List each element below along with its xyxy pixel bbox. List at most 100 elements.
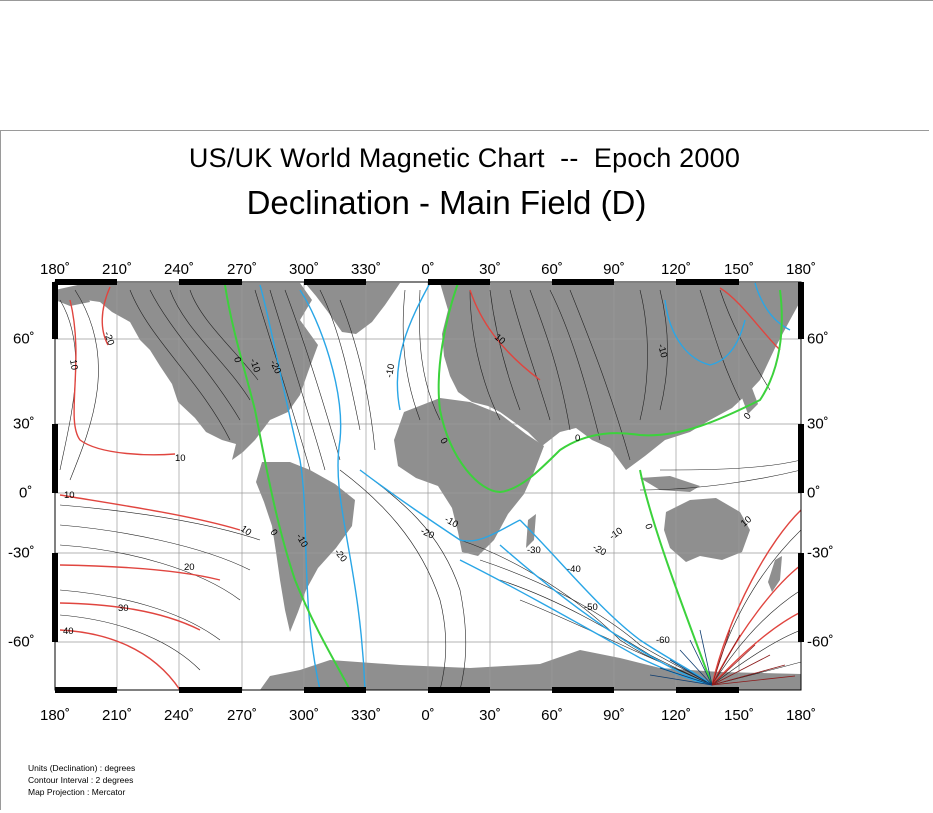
frame-segment [52, 282, 58, 339]
right-lat-label: 30˚ [807, 415, 829, 433]
top-lon-label: 300˚ [288, 261, 320, 278]
minor-contour-line [489, 289, 521, 411]
top-rule [0, 0, 933, 1]
top-lon-label: 90˚ [603, 261, 625, 278]
contour-pos-10-europe [469, 289, 541, 381]
minor-contour-line [549, 289, 601, 441]
zero-line-europe-africa [437, 282, 783, 494]
minor-contour-line [639, 469, 801, 491]
contour-label: -30 [527, 545, 541, 556]
minor-contour-line [339, 299, 376, 451]
bottom-lon-label: 240˚ [163, 707, 195, 724]
greenland-land [305, 283, 400, 334]
contour-neg-10-indian [519, 519, 713, 686]
zero-line-pacific [639, 469, 713, 686]
minor-contour-line [659, 459, 801, 471]
top-lon-label: 240˚ [163, 261, 195, 278]
minor-contour-line [519, 599, 713, 686]
chart-subtitle: Declination - Main Field (D) [246, 184, 647, 221]
contour-neg-10-asia [664, 299, 746, 366]
bottom-lon-label: 150˚ [723, 707, 755, 724]
legend-projection: Map Projection : Mercator [28, 787, 126, 797]
contour-pos-30-australia [711, 611, 801, 686]
right-lat-label: -60˚ [807, 633, 834, 651]
contour-neg-20-atlantic [359, 469, 521, 542]
bottom-lon-label: 330˚ [350, 707, 382, 724]
right-lat-label: -30˚ [807, 544, 834, 562]
pole-contour-line [669, 659, 713, 686]
contour-label: -10 [384, 363, 397, 378]
pole-contour-line [679, 649, 713, 686]
legend-interval: Contour Interval : 2 degrees [28, 775, 134, 785]
contour-label: -60 [656, 635, 670, 646]
zero-contours [224, 282, 783, 690]
contour-label: 0 [437, 436, 449, 446]
contour-pos-10-asia [719, 287, 781, 351]
minor-contour-line [149, 289, 241, 421]
minor-contour-line [59, 589, 221, 641]
frame-segment [676, 279, 739, 285]
bottom-lon-label: 180˚ [785, 707, 817, 724]
minor-contour-line [569, 289, 631, 461]
minor-contour-line [59, 524, 251, 571]
negative-contours [259, 282, 791, 690]
top-lon-label: 330˚ [350, 261, 382, 278]
left-lat-label: -60˚ [8, 633, 35, 651]
right-frame-bar [798, 282, 804, 642]
legend-units: Units (Declination) : degrees [28, 763, 136, 773]
minor-contour-line [59, 504, 261, 541]
chart-frame [0, 130, 929, 810]
contour-label: -50 [584, 602, 598, 613]
zero-line-america [224, 284, 351, 690]
minor-contour-line [711, 629, 801, 686]
pole-convergence-east [711, 629, 796, 686]
legend: Units (Declination) : degrees Contour In… [28, 762, 135, 798]
minor-contour-line [639, 289, 648, 421]
contour-label: 10 [175, 453, 186, 464]
frame-segment [676, 687, 739, 693]
bottom-lon-label: 210˚ [101, 707, 133, 724]
bottom-lon-label: 120˚ [660, 707, 692, 724]
pole-contour-line [659, 667, 713, 686]
top-lon-label: 120˚ [660, 261, 692, 278]
minor-contour-line [129, 289, 231, 441]
new-zealand-land [768, 556, 782, 592]
left-frame-bar [52, 282, 58, 642]
contour-pos-10-west [69, 299, 176, 456]
minor-contour-line [659, 289, 668, 411]
contour-pos-20-south [59, 564, 221, 581]
pole-contour-line [711, 644, 756, 686]
bottom-lon-label: 60˚ [541, 707, 563, 724]
contour-label: -20 [419, 526, 436, 542]
contour-label: 40 [63, 626, 74, 637]
pole-contour-line [699, 629, 713, 686]
contour-label: -40 [567, 564, 581, 575]
top-frame-bar [55, 279, 739, 285]
contour-label: 20 [184, 562, 195, 573]
pole-contour-line [711, 634, 741, 686]
minor-contour-line [469, 289, 501, 421]
contour-label: 30 [118, 603, 129, 614]
minor-contour-line [699, 289, 741, 401]
frame-segment [552, 279, 614, 285]
frame-segment [304, 279, 366, 285]
contour-label: 0 [642, 522, 654, 531]
contour-label: -10 [655, 343, 669, 359]
top-lon-label: 60˚ [541, 261, 563, 278]
minor-contour-line [339, 469, 447, 690]
contour-label: -10 [247, 357, 262, 374]
right-lat-label: 60˚ [807, 330, 829, 348]
left-lat-label: 30˚ [13, 415, 35, 433]
contour-neg-20-america [299, 289, 366, 690]
left-lat-label: -30˚ [8, 544, 35, 562]
north-america-land [80, 283, 318, 460]
frame-segment [52, 424, 58, 493]
top-lon-label: 150˚ [723, 261, 755, 278]
contour-neg-30-indian [459, 559, 713, 686]
minor-contour-line [459, 539, 713, 686]
frame-segment [52, 553, 58, 642]
top-lon-label: 270˚ [226, 261, 258, 278]
pole-convergence [649, 629, 713, 686]
contour-pos-40-south [59, 629, 181, 690]
contour-label: 10 [67, 359, 80, 371]
